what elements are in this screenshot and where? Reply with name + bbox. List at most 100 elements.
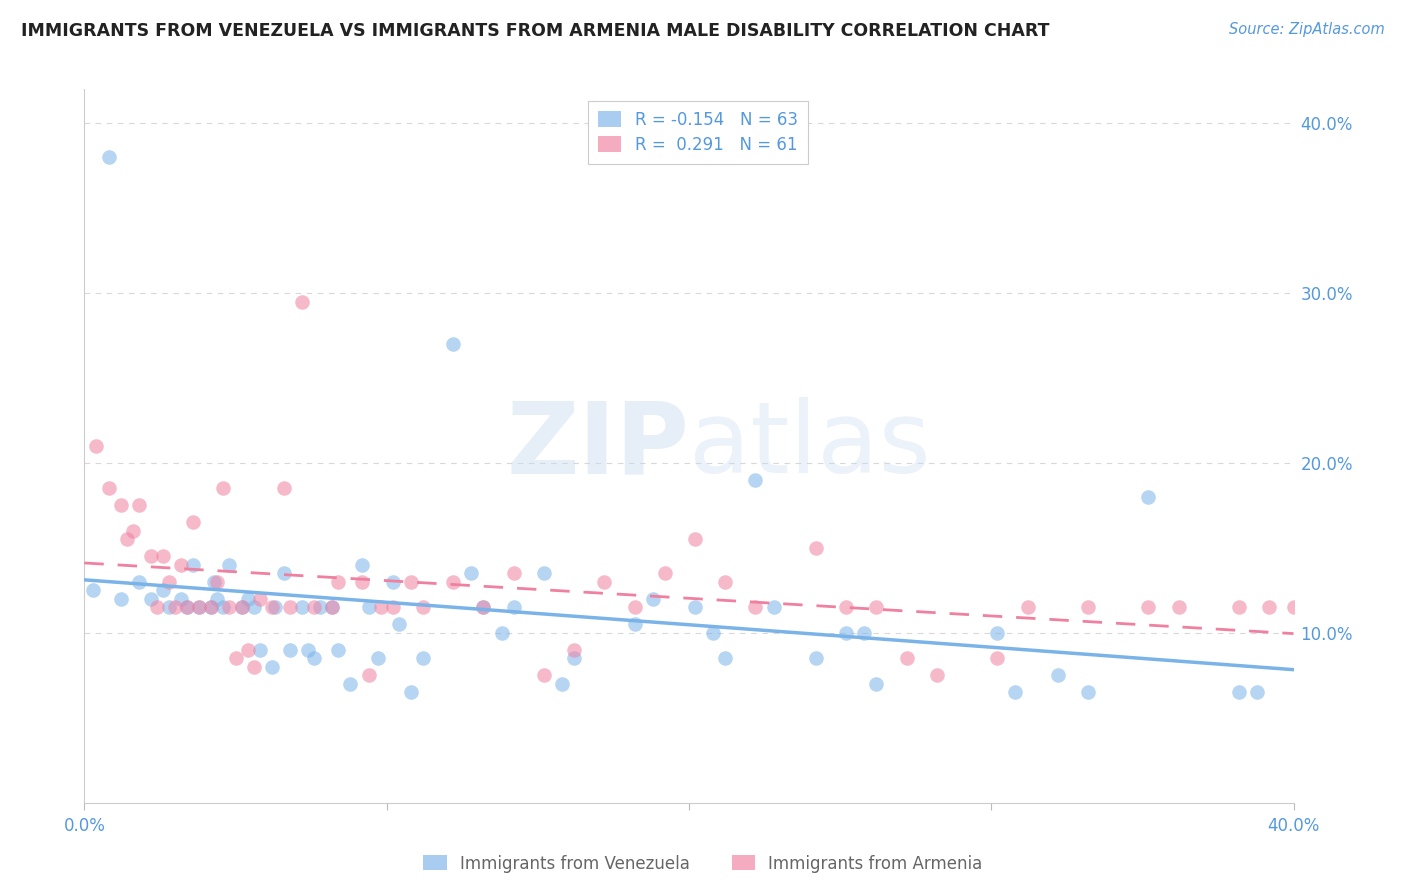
Point [231, 600, 253, 615]
Point [139, 549, 162, 564]
Legend: R = -0.154   N = 63, R =  0.291   N = 61: R = -0.154 N = 63, R = 0.291 N = 61 [588, 101, 807, 164]
Point [139, 591, 162, 606]
Point [381, 574, 404, 589]
Point [1282, 600, 1305, 615]
Point [128, 574, 150, 589]
Point [200, 600, 222, 615]
Text: IMMIGRANTS FROM VENEZUELA VS IMMIGRANTS FROM ARMENIA MALE DISABILITY CORRELATION: IMMIGRANTS FROM VENEZUELA VS IMMIGRANTS … [21, 22, 1050, 40]
Point [381, 600, 404, 615]
Point [278, 643, 301, 657]
Point [399, 574, 422, 589]
Point [441, 337, 464, 351]
Point [865, 600, 887, 615]
Point [441, 574, 464, 589]
Point [593, 574, 616, 589]
Point [562, 643, 585, 657]
Point [388, 617, 411, 632]
Point [339, 677, 361, 691]
Point [146, 600, 169, 615]
Point [702, 626, 724, 640]
Point [170, 591, 193, 606]
Text: ZIP: ZIP [506, 398, 689, 494]
Point [683, 600, 706, 615]
Point [218, 558, 240, 572]
Point [152, 549, 174, 564]
Point [357, 600, 380, 615]
Point [86, 439, 108, 453]
Point [1246, 685, 1268, 699]
Point [321, 600, 343, 615]
Point [896, 651, 918, 665]
Point [1227, 685, 1250, 699]
Point [291, 600, 314, 615]
Point [115, 533, 138, 547]
Point [1167, 600, 1189, 615]
Point [328, 574, 350, 589]
Point [853, 626, 876, 640]
Point [188, 600, 211, 615]
Point [683, 533, 706, 547]
Point [176, 600, 198, 615]
Point [1077, 600, 1099, 615]
Point [986, 651, 1008, 665]
Point [152, 583, 174, 598]
Point [97, 150, 120, 164]
Point [110, 499, 132, 513]
Point [302, 600, 325, 615]
Point [273, 566, 295, 581]
Point [1077, 685, 1099, 699]
Point [97, 482, 120, 496]
Point [865, 677, 887, 691]
Point [207, 574, 229, 589]
Point [121, 524, 143, 538]
Point [460, 566, 482, 581]
Point [236, 591, 259, 606]
Point [157, 574, 180, 589]
Point [297, 643, 319, 657]
Point [207, 591, 229, 606]
Point [804, 651, 827, 665]
Point [491, 626, 513, 640]
Point [370, 600, 392, 615]
Point [212, 482, 235, 496]
Text: atlas: atlas [689, 398, 931, 494]
Point [502, 566, 524, 581]
Point [804, 541, 827, 555]
Point [278, 600, 301, 615]
Point [352, 574, 374, 589]
Point [249, 643, 271, 657]
Point [367, 651, 389, 665]
Point [188, 600, 211, 615]
Point [231, 600, 253, 615]
Point [835, 626, 858, 640]
Point [1137, 600, 1160, 615]
Point [200, 600, 222, 615]
Point [357, 668, 380, 682]
Point [165, 600, 187, 615]
Point [1258, 600, 1281, 615]
Point [202, 574, 225, 589]
Point [412, 651, 434, 665]
Point [562, 651, 585, 665]
Point [472, 600, 495, 615]
Point [472, 600, 495, 615]
Point [212, 600, 235, 615]
Point [762, 600, 785, 615]
Point [533, 566, 555, 581]
Point [533, 668, 555, 682]
Point [744, 600, 766, 615]
Point [291, 294, 314, 309]
Point [352, 558, 374, 572]
Point [641, 591, 664, 606]
Point [236, 643, 259, 657]
Point [260, 600, 283, 615]
Point [623, 617, 645, 632]
Point [302, 651, 325, 665]
Point [835, 600, 858, 615]
Point [181, 516, 204, 530]
Point [309, 600, 332, 615]
Point [1046, 668, 1069, 682]
Point [242, 600, 264, 615]
Point [328, 643, 350, 657]
Point [1004, 685, 1026, 699]
